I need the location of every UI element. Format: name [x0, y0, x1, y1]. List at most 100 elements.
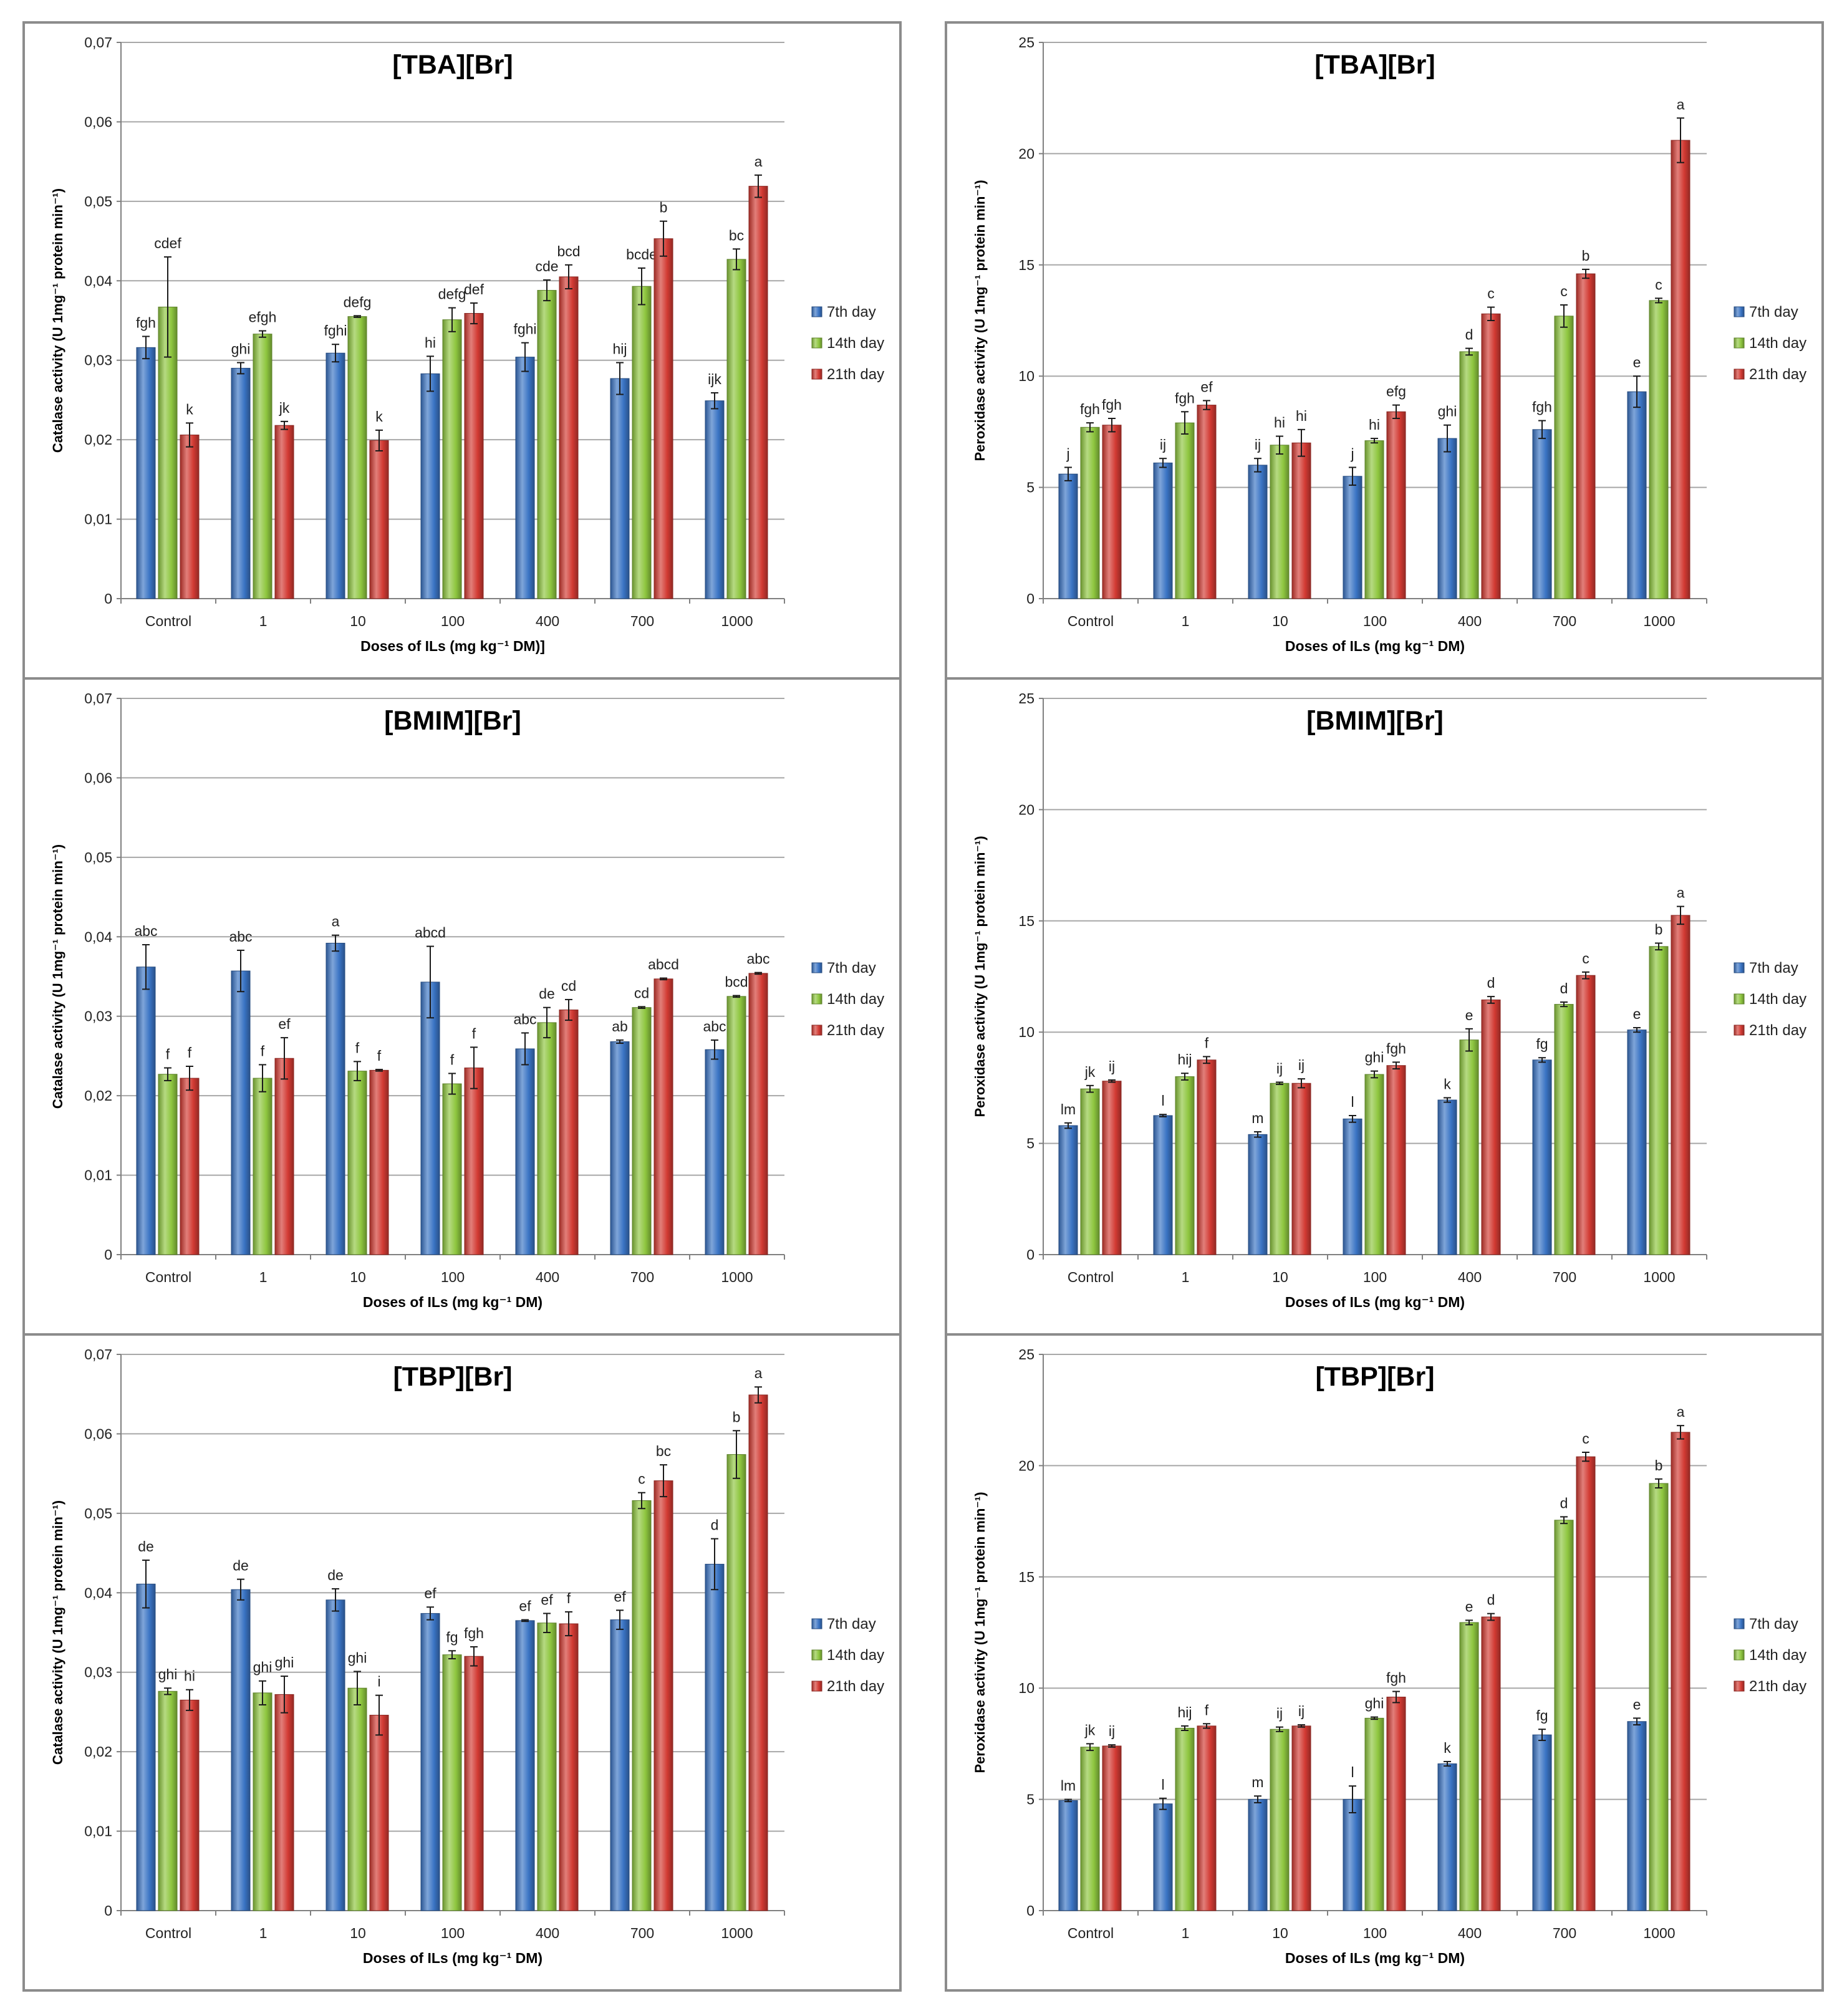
error-bar [1203, 1056, 1210, 1064]
bar-7th-day [610, 1619, 630, 1911]
x-tick-label: 1 [259, 613, 268, 629]
significance-label: f [355, 1039, 360, 1056]
significance-label: a [332, 914, 340, 930]
bar-21th-day [1576, 975, 1596, 1255]
bar-14th-day [442, 1083, 462, 1255]
significance-label: fgh [136, 314, 156, 330]
significance-label: d [711, 1517, 719, 1533]
significance-label: ghi [1365, 1695, 1384, 1712]
bar-7th-day [1343, 1118, 1362, 1255]
error-bar [565, 264, 572, 290]
legend-item-14th-day: 14th day [811, 335, 884, 352]
significance-label: defg [344, 294, 372, 310]
error-bar [1108, 1079, 1116, 1083]
x-tick-label: 1 [1182, 613, 1190, 629]
legend-item-14th-day: 14th day [1734, 991, 1806, 1008]
y-tick-label: 10 [1018, 1680, 1034, 1696]
error-bar [733, 248, 740, 271]
chart-panel-tbp-peroxidase: 0 5 10 15 20 25 Control 1 10 100 400 700 1000 lm l m l k f… [945, 1333, 1824, 1992]
bar-21th-day [653, 238, 673, 599]
bar-21th-day [748, 1394, 768, 1911]
x-tick-label: 100 [1363, 1269, 1387, 1285]
legend-item-21th-day: 21th day [1734, 1678, 1806, 1695]
error-bar [1349, 466, 1356, 486]
bar-7th-day [1153, 462, 1173, 599]
legend-swatch [1734, 306, 1745, 317]
bar-14th-day [632, 1007, 652, 1255]
bar-7th-day [420, 1613, 440, 1911]
y-tick-label: 0 [104, 1247, 112, 1263]
x-tick-label: 700 [630, 1925, 654, 1941]
legend-label: 14th day [1749, 991, 1806, 1008]
error-bar [237, 1578, 244, 1601]
error-bar [1444, 1097, 1451, 1103]
significance-label: ef [1200, 379, 1213, 395]
x-tick-label: 1000 [721, 1925, 753, 1941]
chart-svg: 0 5 10 15 20 25 Control 1 10 100 400 700 1000 j ij ij j g… [972, 34, 1806, 654]
bar-14th-day [1459, 351, 1479, 599]
error-bar [448, 1073, 456, 1095]
bar-14th-day [1080, 1747, 1100, 1911]
error-bar [1655, 1478, 1662, 1489]
error-bar [1392, 1061, 1400, 1070]
bar-14th-day [347, 1071, 367, 1255]
legend-item-21th-day: 21th day [811, 1678, 884, 1695]
significance-label: fgh [1175, 390, 1195, 406]
error-bar [332, 934, 339, 952]
bar-21th-day [464, 1068, 484, 1255]
x-axis-label: Doses of ILs (mg kg⁻¹ DM) [1285, 638, 1465, 654]
y-tick-label: 10 [1018, 1024, 1034, 1040]
error-bar [427, 355, 434, 392]
y-tick-label: 0 [104, 1903, 112, 1919]
y-tick-label: 25 [1018, 1346, 1034, 1362]
bar-7th-day [1437, 438, 1457, 599]
error-bar [616, 362, 624, 395]
error-bar [733, 1430, 740, 1479]
significance-label: hi [1369, 417, 1380, 433]
significance-label: bc [656, 1443, 671, 1459]
bar-7th-day [610, 1041, 630, 1255]
legend-swatch [1734, 1618, 1745, 1629]
chart-svg: 0 0,01 0,02 0,03 0,04 0,05 0,06 0,07 Control 1 10 1… [50, 34, 884, 654]
x-tick-label: Control [145, 1925, 191, 1941]
bar-7th-day [136, 1583, 156, 1911]
significance-label: cd [634, 985, 649, 1001]
error-bar [1181, 411, 1189, 435]
y-tick-label: 0,03 [84, 1008, 112, 1025]
legend-item-7th-day: 7th day [811, 1616, 876, 1633]
error-bar [375, 429, 383, 451]
error-bar [354, 315, 361, 318]
y-axis-label: Peroxidase activity (U 1mg⁻¹ protein min… [972, 836, 988, 1117]
error-bar [1677, 1425, 1684, 1440]
significance-label: e [1633, 1006, 1641, 1022]
bar-7th-day [610, 378, 630, 599]
y-tick-label: 0,03 [84, 352, 112, 369]
bar-21th-day [1197, 1059, 1217, 1255]
significance-label: ij [1276, 1060, 1283, 1076]
error-bar [1203, 400, 1210, 410]
x-axis-label: Doses of ILs (mg kg⁻¹ DM) [363, 1294, 543, 1310]
bar-14th-day [347, 316, 367, 599]
significance-label: bc [729, 227, 744, 243]
error-bar [755, 1386, 762, 1404]
bar-7th-day [231, 367, 251, 599]
legend-item-14th-day: 14th day [1734, 335, 1806, 352]
error-bar [565, 998, 572, 1021]
x-tick-label: 1000 [721, 1269, 753, 1285]
x-tick-label: 100 [441, 1269, 465, 1285]
legend-label: 21th day [827, 366, 884, 383]
x-tick-label: 100 [441, 1925, 465, 1941]
significance-label: c [638, 1471, 645, 1487]
x-tick-label: 1 [259, 1925, 268, 1941]
error-bar [164, 1687, 171, 1695]
bar-7th-day [1532, 1059, 1552, 1255]
legend-item-7th-day: 7th day [1734, 1616, 1798, 1633]
legend-label: 21th day [827, 1022, 884, 1039]
bar-7th-day [420, 373, 440, 599]
x-tick-label: 700 [1553, 1269, 1576, 1285]
chart-svg: 0 0,01 0,02 0,03 0,04 0,05 0,06 0,07 Control 1 10 1… [50, 1346, 884, 1966]
significance-label: hi [1274, 415, 1285, 431]
y-tick-label: 0,07 [84, 1346, 112, 1362]
y-tick-label: 0,01 [84, 1823, 112, 1840]
